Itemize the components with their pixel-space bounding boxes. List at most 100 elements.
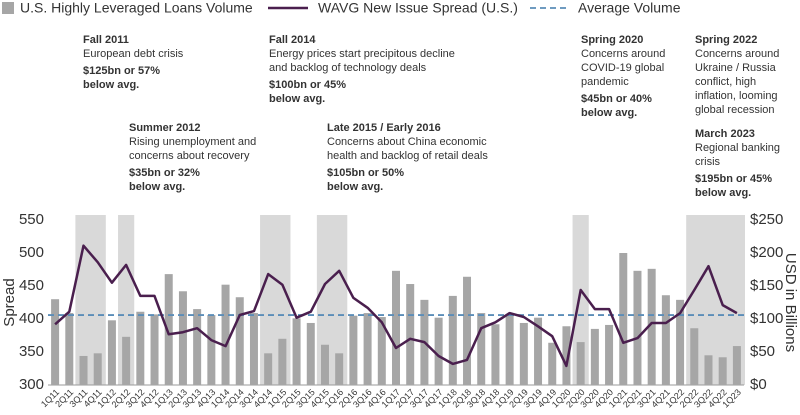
- bar: [377, 317, 386, 385]
- y2-axis-title: USD in Billions: [782, 253, 799, 352]
- annotation-highlight: $100bn or 45%: [269, 79, 346, 91]
- bar: [434, 317, 443, 385]
- annotation-highlight: below avg.: [83, 79, 139, 91]
- annotation-title: Spring 2020: [581, 34, 643, 46]
- bar: [647, 268, 656, 385]
- legend-label: Average Volume: [578, 0, 681, 16]
- bar: [534, 317, 543, 385]
- bar: [392, 270, 400, 385]
- y2-tick-label: $0: [750, 376, 767, 393]
- bar: [463, 276, 472, 385]
- annotation-title: Fall 2011: [83, 34, 129, 46]
- annotation-highlight: $105bn or 50%: [327, 167, 404, 179]
- annotation-text: Concerns around: [581, 48, 665, 60]
- annotation-text: and backlog of technology deals: [269, 62, 427, 74]
- bar: [193, 309, 202, 385]
- bar: [676, 299, 685, 385]
- bar: [732, 346, 741, 385]
- bar: [136, 311, 145, 385]
- bar: [491, 324, 500, 385]
- legend-label: WAVG New Issue Spread (U.S.): [318, 0, 518, 16]
- y-tick-label: 400: [19, 310, 44, 327]
- bar: [633, 270, 642, 385]
- bar: [306, 322, 315, 385]
- annotation-text: Regional banking: [695, 142, 780, 154]
- bar: [207, 315, 216, 385]
- bar: [704, 355, 713, 385]
- bar: [235, 297, 244, 385]
- bar: [65, 313, 74, 385]
- legend-label: U.S. Highly Leveraged Loans Volume: [20, 0, 253, 16]
- annotation-text: Energy prices start precipitous decline: [269, 48, 455, 60]
- annotation-highlight: below avg.: [129, 181, 185, 193]
- y2-tick-label: $50: [750, 343, 775, 360]
- y2-tick-label: $150: [750, 277, 783, 294]
- bar: [221, 284, 230, 385]
- annotation-text: Concerns about China economic: [327, 136, 487, 148]
- bar: [661, 295, 670, 385]
- annotation-text: Ukraine / Russia: [695, 62, 777, 74]
- spread-line: [54, 244, 738, 368]
- annotation-title: Spring 2022: [695, 34, 757, 46]
- bar: [548, 342, 557, 385]
- annotation-text: concerns about recovery: [129, 150, 250, 162]
- bar: [51, 299, 60, 385]
- annotation-text: Concerns around: [695, 48, 779, 60]
- annotation-text: global recession: [695, 104, 775, 116]
- bar: [562, 326, 571, 385]
- bar: [576, 342, 585, 385]
- shaded-period: [118, 215, 135, 385]
- annotation-title: Summer 2012: [129, 122, 201, 134]
- bar: [249, 313, 258, 385]
- bar: [79, 355, 88, 385]
- bar: [519, 322, 528, 385]
- bar: [363, 313, 372, 385]
- y-tick-label: 450: [19, 277, 44, 294]
- bar: [178, 291, 187, 385]
- annotation-text: Rising unemployment and: [129, 136, 256, 148]
- annotation-highlight: $125bn or 57%: [83, 65, 160, 77]
- bar: [122, 336, 131, 385]
- bar: [349, 315, 358, 385]
- bar: [264, 353, 273, 385]
- bar: [619, 253, 628, 385]
- bar: [93, 353, 102, 385]
- legend-swatch: [2, 2, 14, 14]
- annotation-highlight: $45bn or 40%: [581, 93, 652, 105]
- bar: [505, 315, 514, 385]
- y2-tick-label: $200: [750, 244, 783, 261]
- y-tick-label: 500: [19, 244, 44, 261]
- annotation-title: March 2023: [695, 128, 755, 140]
- y-tick-label: 550: [19, 211, 44, 228]
- y-axis-title: Spread: [1, 278, 18, 326]
- bar: [107, 320, 116, 385]
- y2-tick-label: $250: [750, 211, 783, 228]
- bar: [164, 274, 173, 385]
- annotation-text: COVID-19 global: [581, 62, 664, 74]
- y-tick-label: 300: [19, 376, 44, 393]
- annotation-title: Late 2015 / Early 2016: [327, 122, 441, 134]
- bar: [320, 344, 329, 385]
- annotation-highlight: $195bn or 45%: [695, 173, 772, 185]
- annotation-highlight: below avg.: [269, 93, 325, 105]
- annotation-highlight: below avg.: [327, 181, 383, 193]
- bar: [335, 353, 344, 385]
- bar: [292, 318, 301, 385]
- annotation-highlight: below avg.: [695, 187, 751, 199]
- annotation-highlight: below avg.: [581, 107, 637, 119]
- annotation-title: Fall 2014: [269, 34, 316, 46]
- bar: [477, 313, 486, 385]
- shaded-period: [572, 215, 589, 385]
- bar: [690, 328, 699, 385]
- annotation-text: crisis: [695, 156, 721, 168]
- bar: [718, 357, 727, 385]
- annotation-text: conflict, high: [695, 76, 756, 88]
- annotation-text: pandemic: [581, 76, 629, 88]
- annotation-text: European debt crisis: [83, 48, 184, 60]
- annotation-text: inflation, looming: [695, 90, 778, 102]
- bar: [448, 295, 457, 385]
- bar: [590, 328, 599, 385]
- bar: [150, 314, 159, 385]
- bar: [406, 284, 415, 385]
